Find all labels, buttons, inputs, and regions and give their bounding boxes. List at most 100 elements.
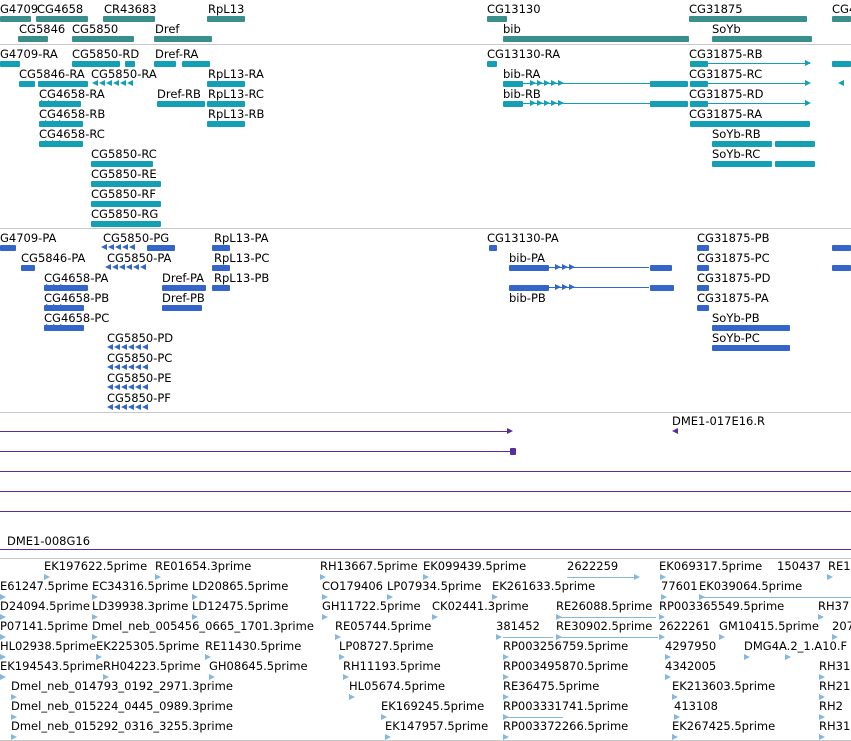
strand-arrow[interactable] <box>0 634 6 640</box>
feature-glyph[interactable] <box>207 81 245 87</box>
strand-arrow[interactable] <box>838 80 844 86</box>
intron-line[interactable] <box>549 287 649 288</box>
feature-label[interactable]: HL05674.5prime <box>349 679 446 693</box>
feature-label[interactable]: CG5850-RC <box>91 147 157 161</box>
feature-label[interactable]: CG5850-PG <box>103 231 170 245</box>
strand-arrow[interactable] <box>492 594 498 600</box>
intron-line[interactable] <box>503 717 563 718</box>
feature-glyph[interactable] <box>487 16 507 22</box>
feature-label[interactable]: EK194543.5prime <box>0 659 104 673</box>
strand-arrow[interactable] <box>135 384 141 390</box>
strand-arrow[interactable] <box>113 80 119 86</box>
feature-label[interactable]: 4297950 <box>665 639 717 653</box>
strand-arrow[interactable] <box>115 244 121 250</box>
feature-glyph[interactable] <box>697 265 709 271</box>
feature-label[interactable]: CG4 <box>832 2 851 16</box>
strand-arrow[interactable] <box>142 344 148 350</box>
strand-arrow[interactable] <box>53 324 59 330</box>
feature-label[interactable]: CG5846 <box>19 22 66 36</box>
strand-arrow[interactable] <box>569 284 575 290</box>
strand-arrow[interactable] <box>142 404 148 410</box>
strand-arrow[interactable] <box>0 674 6 680</box>
feature-label[interactable]: RH31 <box>819 659 851 673</box>
feature-label[interactable]: CG31875-PA <box>697 291 769 305</box>
feature-label[interactable]: EK261633.5prime <box>492 579 596 593</box>
feature-label[interactable]: D24094.5prime <box>0 599 90 613</box>
feature-label[interactable]: LD20865.5prime <box>192 579 289 593</box>
intron-line[interactable] <box>560 637 658 638</box>
strand-arrow[interactable] <box>140 264 146 270</box>
strand-arrow[interactable] <box>322 594 328 600</box>
strand-arrow[interactable] <box>818 614 824 620</box>
feature-label[interactable]: CG5850-PD <box>107 331 174 345</box>
feature-label[interactable]: CG31875-RA <box>689 107 763 121</box>
strand-arrow[interactable] <box>805 60 811 66</box>
strand-arrow[interactable] <box>122 244 128 250</box>
strand-arrow[interactable] <box>44 574 50 580</box>
feature-label[interactable]: CG31875 <box>689 2 743 16</box>
feature-label[interactable]: EC34316.5prime <box>92 579 189 593</box>
feature-label[interactable]: RE05744.5prime <box>335 619 432 633</box>
feature-label[interactable]: RH2 <box>819 699 843 713</box>
strand-arrow[interactable] <box>335 634 341 640</box>
strand-arrow[interactable] <box>121 384 127 390</box>
feature-label[interactable]: RP003256759.5prime <box>503 639 629 653</box>
strand-arrow[interactable] <box>92 634 98 640</box>
feature-glyph[interactable] <box>650 81 688 87</box>
feature-label[interactable]: CG5850-RE <box>91 167 157 181</box>
feature-glyph[interactable] <box>690 81 708 87</box>
feature-label[interactable]: RpL13 <box>208 2 245 16</box>
feature-label[interactable]: LD12475.5prime <box>192 599 289 613</box>
feature-label[interactable]: EK169245.5prime <box>381 699 485 713</box>
strand-arrow[interactable] <box>133 264 139 270</box>
strand-arrow[interactable] <box>503 654 509 660</box>
strand-arrow[interactable] <box>129 244 135 250</box>
feature-glyph[interactable] <box>712 141 772 147</box>
strand-arrow[interactable] <box>551 100 557 106</box>
intron-line[interactable] <box>708 103 806 104</box>
feature-label[interactable]: LP08727.5prime <box>339 639 434 653</box>
feature-label[interactable]: CG4658-RC <box>39 127 105 141</box>
strand-arrow[interactable] <box>46 324 52 330</box>
feature-glyph[interactable] <box>690 61 708 67</box>
strand-arrow[interactable] <box>209 674 215 680</box>
feature-label[interactable]: G4709-RA <box>0 47 58 61</box>
feature-label[interactable]: RpL13-PC <box>214 251 270 265</box>
feature-glyph[interactable] <box>91 221 161 227</box>
strand-arrow[interactable] <box>155 574 161 580</box>
feature-label[interactable]: CG4658-RA <box>39 87 105 101</box>
strand-arrow[interactable] <box>432 614 438 620</box>
strand-arrow[interactable] <box>719 634 725 640</box>
strand-arrow[interactable] <box>92 614 98 620</box>
feature-label[interactable]: Dref-RA <box>155 47 199 61</box>
strand-arrow[interactable] <box>52 140 58 146</box>
feature-glyph[interactable] <box>650 265 672 271</box>
feature-glyph[interactable] <box>103 16 155 22</box>
feature-label[interactable]: 4342005 <box>665 659 717 673</box>
feature-label[interactable]: RH31 <box>819 719 851 733</box>
feature-label[interactable]: RE11430.5prime <box>205 639 302 653</box>
feature-glyph[interactable] <box>0 61 20 67</box>
feature-label[interactable]: EK039064.5prime <box>699 579 803 593</box>
feature-label[interactable]: RP003372266.5prime <box>503 719 629 733</box>
feature-label[interactable]: bib-PA <box>509 251 546 265</box>
feature-glyph[interactable] <box>775 161 815 167</box>
feature-label[interactable]: CG5846-PA <box>21 251 86 265</box>
feature-glyph[interactable] <box>697 305 709 311</box>
intron-line[interactable] <box>708 63 810 64</box>
feature-label[interactable]: CG5846-RA <box>19 67 85 81</box>
feature-glyph[interactable] <box>0 16 31 22</box>
feature-label[interactable]: CG4658-PB <box>44 291 110 305</box>
feature-label[interactable]: CG5850-RG <box>91 207 159 221</box>
strand-arrow[interactable] <box>634 574 640 580</box>
feature-glyph[interactable] <box>712 345 790 351</box>
strand-arrow[interactable] <box>60 284 66 290</box>
feature-glyph[interactable] <box>509 265 549 271</box>
feature-label[interactable]: 2622261 <box>659 619 711 633</box>
feature-glyph[interactable] <box>72 61 120 67</box>
intron-line[interactable] <box>0 471 851 472</box>
strand-arrow[interactable] <box>665 674 671 680</box>
strand-arrow[interactable] <box>192 594 198 600</box>
strand-arrow[interactable] <box>387 594 393 600</box>
feature-glyph[interactable] <box>832 16 851 22</box>
